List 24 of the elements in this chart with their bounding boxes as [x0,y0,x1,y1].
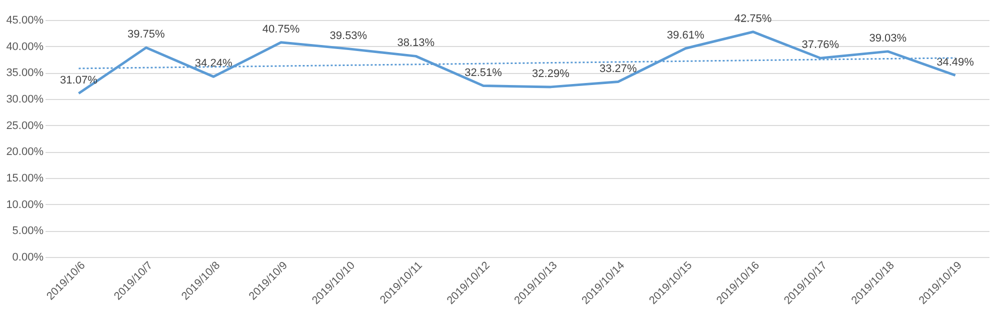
y-tick-label: 20.00% [6,146,44,158]
data-label: 32.51% [464,66,502,79]
data-label: 37.76% [802,39,840,52]
data-label: 34.24% [194,58,232,70]
y-tick-label: 15.00% [6,172,44,184]
data-label: 38.13% [397,37,435,50]
data-label: 39.61% [666,29,704,42]
y-tick-label: 10.00% [6,198,44,211]
data-label: 31.07% [60,74,98,86]
data-label: 39.53% [330,30,368,42]
y-tick-label: 25.00% [6,120,44,132]
data-label: 34.49% [936,56,974,68]
data-label: 39.03% [869,32,907,44]
y-tick-label: 30.00% [6,94,44,106]
y-tick-label: 45.00% [6,14,44,26]
data-label: 33.27% [599,62,638,75]
data-label: 42.75% [734,12,772,25]
y-tick-label: 5.00% [12,225,44,238]
y-tick-label: 40.00% [6,40,44,53]
data-label: 39.75% [127,28,166,41]
data-label: 32.29% [532,68,570,80]
y-tick-label: 0.00% [12,252,44,264]
data-label: 40.75% [262,23,300,36]
y-tick-label: 35.00% [6,67,44,80]
